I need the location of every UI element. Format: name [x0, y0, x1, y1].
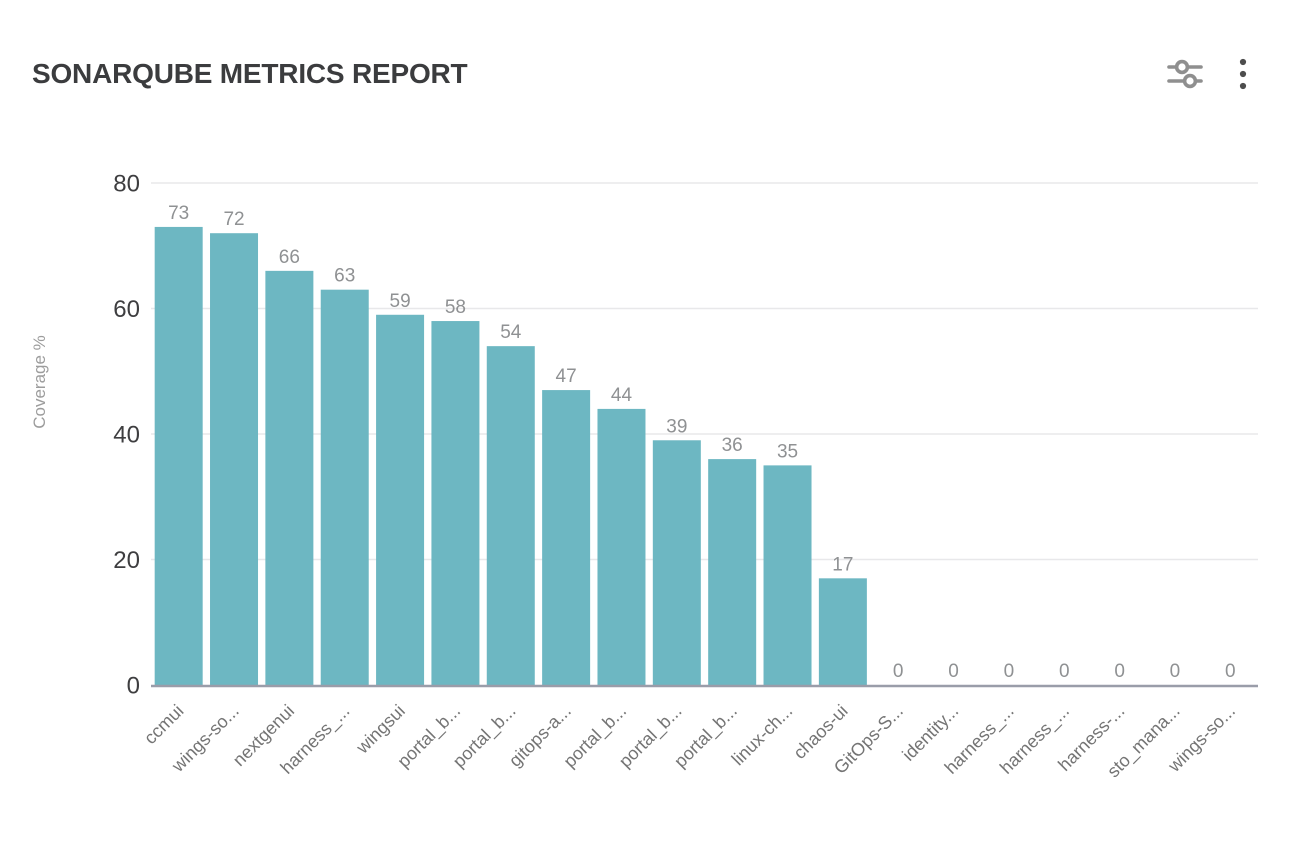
- card-header: SONARQUBE METRICS REPORT: [0, 0, 1290, 110]
- bar-wings-so...[interactable]: [210, 233, 259, 685]
- y-tick-label: 40: [113, 422, 140, 449]
- bar-portal_b...[interactable]: [431, 321, 480, 685]
- bar-value-label: 0: [948, 661, 959, 682]
- bar-value-label: 66: [279, 247, 300, 268]
- bar-value-label: 58: [445, 297, 466, 318]
- bar-value-label: 44: [611, 385, 633, 406]
- x-category-label: ccmui: [140, 701, 187, 748]
- filter-settings-button[interactable]: [1162, 54, 1208, 94]
- y-tick-label: 60: [113, 296, 140, 323]
- bar-value-label: 17: [832, 554, 853, 575]
- y-tick-label: 0: [127, 673, 140, 700]
- y-tick-label: 80: [113, 171, 140, 198]
- kebab-menu-icon: [1239, 58, 1247, 90]
- bar-value-label: 73: [168, 203, 189, 224]
- bar-linux-ch...[interactable]: [763, 465, 812, 685]
- bar-value-label: 0: [1225, 661, 1236, 682]
- bar-value-label: 35: [777, 441, 798, 462]
- x-category-label: linux-ch...: [728, 701, 797, 770]
- bar-value-label: 54: [500, 322, 522, 343]
- bar-value-label: 59: [390, 291, 411, 312]
- bar-value-label: 39: [666, 416, 687, 437]
- bar-value-label: 0: [1059, 661, 1070, 682]
- page-title: SONARQUBE METRICS REPORT: [32, 58, 468, 89]
- bar-portal_b...[interactable]: [597, 408, 646, 685]
- bar-value-label: 72: [223, 209, 244, 230]
- bar-chaos-ui[interactable]: [818, 578, 867, 685]
- bar-value-label: 0: [1170, 661, 1181, 682]
- bar-value-label: 47: [556, 366, 577, 387]
- y-tick-label: 20: [113, 547, 140, 574]
- bar-value-label: 63: [334, 266, 355, 287]
- bar-nextgenui[interactable]: [265, 270, 314, 685]
- y-axis-title: Coverage %: [30, 335, 49, 429]
- bar-value-label: 36: [722, 435, 743, 456]
- header-actions: [1162, 53, 1252, 95]
- sliders-icon: [1167, 59, 1203, 89]
- bar-portal_b...[interactable]: [652, 440, 701, 685]
- more-menu-button[interactable]: [1234, 53, 1252, 95]
- bar-wingsui[interactable]: [376, 314, 425, 685]
- bar-value-label: 0: [893, 661, 904, 682]
- bar-portal_b...[interactable]: [486, 346, 535, 685]
- bar-portal_b...[interactable]: [708, 459, 757, 685]
- bar-value-label: 0: [1004, 661, 1015, 682]
- bar-value-label: 0: [1114, 661, 1125, 682]
- bar-gitops-a...[interactable]: [542, 390, 591, 685]
- bar-harness_...[interactable]: [320, 289, 369, 685]
- bar-ccmui[interactable]: [154, 226, 203, 686]
